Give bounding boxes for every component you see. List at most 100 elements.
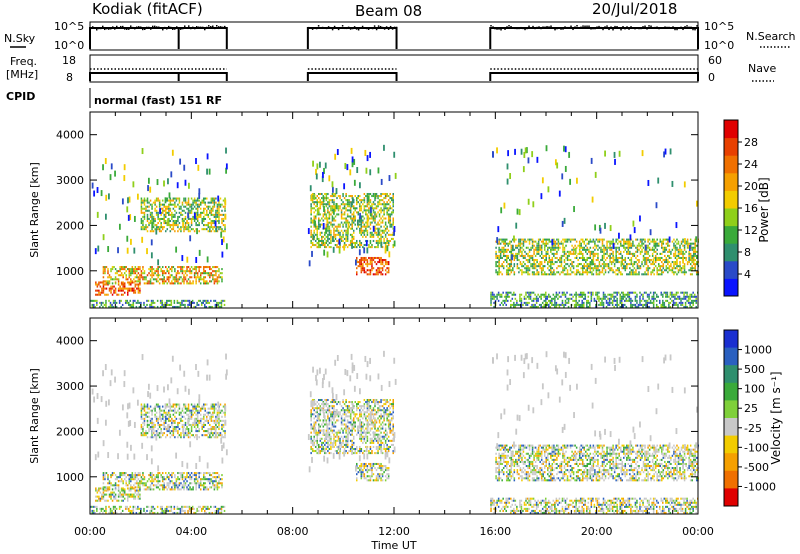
- power-cell: [524, 267, 526, 270]
- power-cell: [187, 197, 190, 200]
- power-cell: [497, 293, 500, 296]
- power-cell: [522, 240, 525, 243]
- power-cell: [495, 240, 497, 243]
- power-cell: [615, 261, 617, 264]
- power-cell: [586, 267, 589, 270]
- power-cell: [524, 240, 526, 243]
- power-cell: [336, 149, 339, 156]
- colorbar-swatch: [724, 172, 738, 191]
- power-cell: [667, 261, 669, 264]
- power-cell: [369, 246, 372, 249]
- power-cell: [117, 280, 120, 283]
- power-cell: [374, 231, 376, 234]
- power-cell: [180, 276, 182, 279]
- power-cell: [380, 261, 382, 264]
- power-cell: [183, 219, 185, 223]
- power-cell: [377, 235, 379, 238]
- power-cell: [219, 213, 222, 216]
- power-cell: [562, 244, 564, 247]
- power-cell: [505, 295, 507, 298]
- power-cell: [531, 271, 534, 274]
- power-cell: [496, 297, 498, 300]
- power-cell: [316, 227, 318, 230]
- nsearch-point: [554, 28, 556, 31]
- power-cell: [343, 217, 346, 220]
- power-cell: [650, 271, 652, 274]
- velocity-cell: [131, 511, 133, 514]
- power-cell: [522, 256, 525, 259]
- power-cell: [556, 242, 558, 245]
- nsearch-point: [218, 26, 220, 28]
- power-cell: [639, 215, 641, 222]
- power-cell: [213, 226, 216, 229]
- nsearch-point: [566, 26, 568, 29]
- power-cell: [656, 259, 658, 262]
- power-cell: [575, 297, 577, 300]
- velocity-cell: [109, 511, 112, 514]
- power-cell: [161, 272, 164, 275]
- power-cell: [540, 293, 542, 296]
- power-cell: [513, 254, 516, 257]
- power-cell: [318, 221, 320, 224]
- power-cell: [645, 250, 648, 253]
- power-cell: [597, 265, 599, 268]
- power-cell: [594, 267, 596, 270]
- velocity-cell: [95, 487, 97, 490]
- power-cell: [346, 209, 349, 212]
- power-cell: [609, 244, 611, 247]
- nsearch-tick-top: 10^5: [704, 20, 734, 33]
- power-cell: [365, 167, 368, 174]
- power-cell: [180, 226, 182, 229]
- power-cell: [601, 297, 603, 300]
- power-cell: [116, 272, 118, 275]
- power-cell: [362, 215, 364, 218]
- power-cell: [349, 241, 352, 245]
- power-cell: [630, 246, 633, 249]
- power-cell: [574, 247, 577, 254]
- power-cell: [201, 199, 203, 202]
- power-cell: [606, 252, 608, 255]
- power-cell: [202, 278, 205, 281]
- nsearch-point: [208, 25, 210, 27]
- power-cell: [129, 305, 132, 308]
- power-cell: [352, 231, 355, 234]
- power-cell: [607, 246, 610, 249]
- power-cell: [671, 269, 674, 272]
- power-cell: [134, 280, 137, 283]
- power-cell: [680, 248, 683, 251]
- power-cell: [321, 235, 323, 238]
- power-cell: [149, 219, 152, 223]
- power-cell: [96, 289, 99, 292]
- power-cell: [381, 221, 384, 224]
- power-cell: [562, 254, 564, 257]
- power-cell: [615, 254, 617, 257]
- power-cell: [355, 259, 357, 266]
- power-cell: [615, 269, 617, 272]
- power-cell: [389, 233, 391, 236]
- power-cell: [507, 244, 510, 247]
- power-cell: [152, 215, 155, 218]
- power-cell: [213, 203, 216, 206]
- power-cell: [131, 289, 134, 292]
- nsearch-point: [309, 27, 312, 29]
- power-cell: [351, 239, 353, 242]
- power-cell: [553, 240, 555, 243]
- power-cell: [495, 254, 497, 257]
- nsearch-point: [648, 25, 650, 27]
- power-cell: [551, 263, 554, 266]
- velocity-cell: [220, 509, 223, 512]
- power-cell: [535, 299, 538, 302]
- power-cell: [174, 201, 176, 204]
- power-cell: [204, 203, 207, 206]
- power-cell: [619, 271, 622, 274]
- power-cell: [210, 230, 213, 233]
- power-cell: [136, 193, 139, 200]
- power-cell: [365, 229, 367, 232]
- power-cell: [639, 297, 641, 300]
- nsearch-point: [90, 27, 92, 30]
- power-cell: [525, 297, 527, 300]
- power-cell: [578, 263, 581, 266]
- power-cell: [689, 303, 691, 306]
- velocity-cell: [188, 507, 191, 510]
- power-cell: [518, 259, 520, 262]
